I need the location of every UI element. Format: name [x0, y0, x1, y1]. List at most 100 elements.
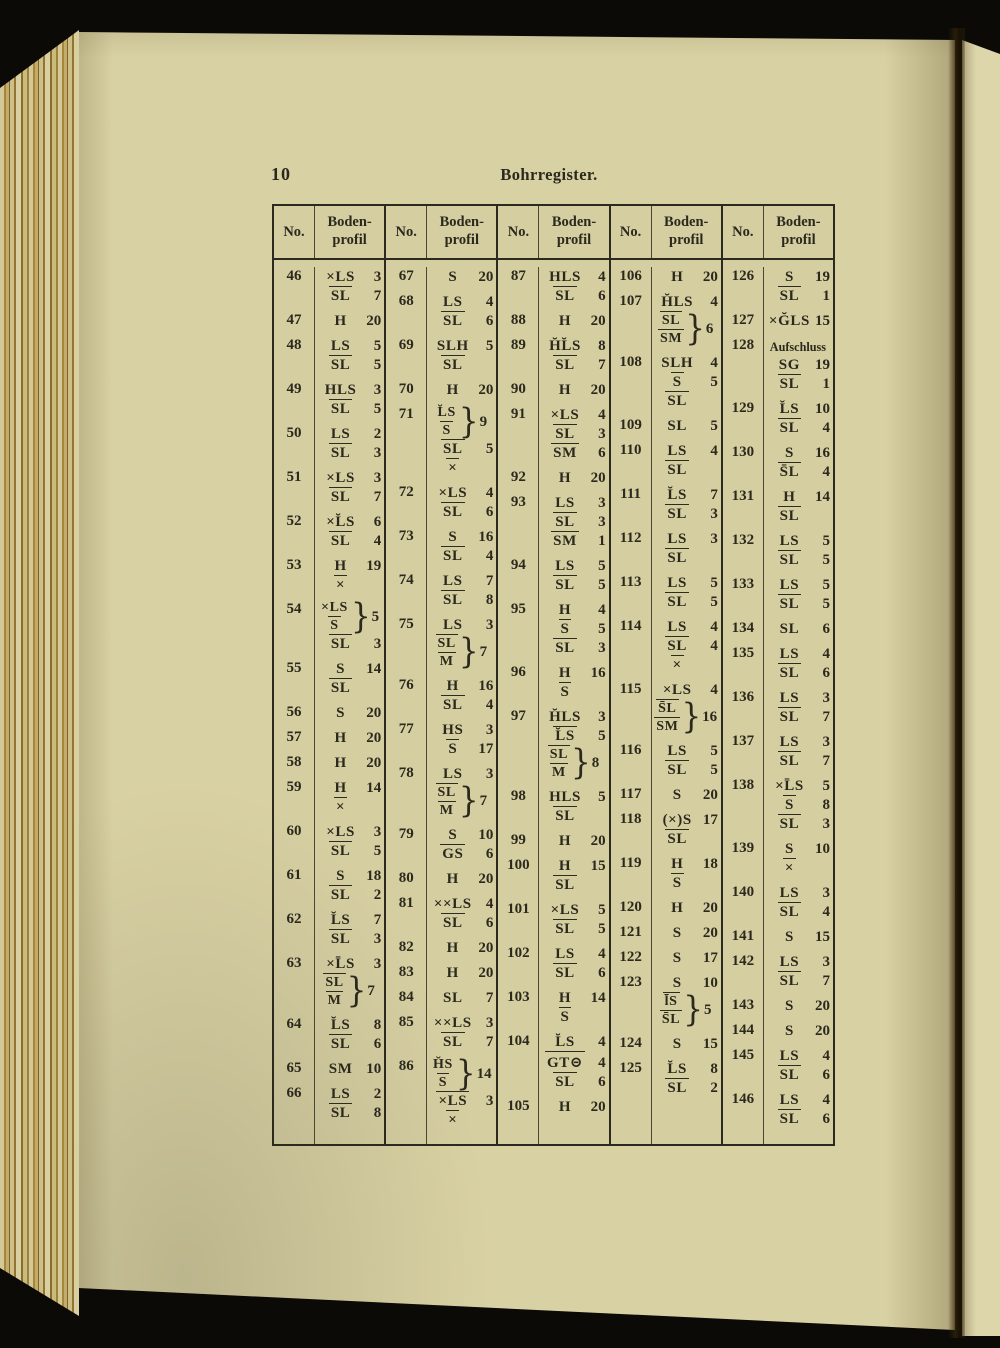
- profile-line: SLH 4: [654, 353, 718, 372]
- profile-line: ×L̄S 5: [766, 776, 830, 795]
- entry-number: 98: [498, 787, 539, 831]
- entry-number: 66: [274, 1084, 315, 1144]
- page-header: 10 Bohrregister.: [269, 164, 829, 190]
- header-no: No.: [611, 206, 652, 258]
- profile-line: LS 5: [654, 573, 718, 592]
- entry-number: 118: [611, 810, 652, 854]
- profile-depth: 17: [702, 950, 718, 966]
- entry-number: 117: [611, 785, 652, 810]
- profile-line: SL 5: [766, 594, 830, 613]
- profile-line: SL 6: [766, 663, 830, 682]
- profile-code: SL: [667, 418, 687, 434]
- profile-line: ×LS 3: [317, 468, 381, 487]
- brace-codes: SL M: [548, 745, 570, 781]
- page-number: 10: [271, 164, 291, 184]
- profile-depth: 5: [373, 357, 382, 373]
- profile-code: LS: [667, 443, 687, 459]
- profile-line: H 20: [541, 311, 605, 330]
- profile-depth: 16: [478, 529, 494, 545]
- entry-profile: LS 3 SL 3 SM 1: [539, 493, 608, 556]
- brace-icon: }: [458, 401, 479, 443]
- entry-profile: LS 3 SL M} 7: [427, 615, 496, 676]
- profile-depth: 2: [373, 426, 382, 442]
- profile-line: SM 1: [541, 531, 605, 550]
- profile-line: ×: [429, 458, 493, 477]
- profile-code: SL: [443, 990, 463, 1006]
- register-entry: 85 ××LS 3 SL 7: [386, 1013, 496, 1057]
- register-entry: 91 ×LS 4 SL 3 SM 6: [498, 405, 608, 468]
- profile-code: H̆LS: [661, 294, 694, 310]
- header-group: No. Boden-profil: [498, 206, 610, 258]
- profile-line: S 10: [429, 825, 493, 844]
- profile-brace-group: SL M} 8: [541, 745, 605, 781]
- entry-profile: S 16 SL 4: [427, 527, 496, 571]
- profile-depth: 4: [822, 646, 831, 662]
- profile-code: SL: [779, 709, 800, 725]
- register-entry: 70 H 20: [386, 380, 496, 405]
- register-entry: 97 H̆LS 3 L̆S 5 SL M} 8: [498, 707, 608, 787]
- column-group: 46 ×LS 3 SL 7 47 H 20 48 LS 5 SL 5 49 HLS 3 SL 5 50 LS 2 SL 3 5…: [274, 260, 386, 1144]
- profile-line: S 15: [654, 1034, 718, 1053]
- entry-profile: H 20: [539, 831, 608, 856]
- profile-depth: 16: [590, 665, 606, 681]
- profile-line: SL: [766, 506, 830, 525]
- entry-number: 85: [386, 1013, 427, 1057]
- profile-code: ××LS: [433, 896, 472, 912]
- profile-code: LS: [779, 1092, 800, 1108]
- profile-code: LS: [443, 294, 463, 310]
- profile-line: H 20: [541, 831, 605, 850]
- profile-depth: 3: [822, 690, 831, 706]
- register-entry: 131 H 14 SL: [723, 487, 833, 531]
- profile-line: SL 7: [541, 355, 605, 374]
- entry-profile: L̆S 7 SL 3: [652, 485, 721, 529]
- header-bodenprofil: Boden-profil: [427, 206, 496, 258]
- entry-profile: LS 7 SL 8: [427, 571, 496, 615]
- entry-number: 50: [274, 424, 315, 468]
- profile-brace-group: L̆S S} 9: [429, 405, 493, 439]
- entry-number: 77: [386, 720, 427, 764]
- brace-codes: SL M: [436, 783, 458, 819]
- profile-depth: 3: [373, 470, 382, 486]
- register-entry: 74 LS 7 SL 8: [386, 571, 496, 615]
- register-entry: 111 L̆S 7 SL 3: [611, 485, 721, 529]
- entry-profile: S 15: [764, 927, 833, 952]
- profile-depth: 5: [822, 577, 831, 593]
- profile-code: S: [784, 998, 794, 1014]
- profile-line: ×: [317, 575, 381, 594]
- profile-line: L̆S 5: [541, 726, 605, 745]
- profile-depth: 5: [373, 843, 382, 859]
- column-group: 87 HLS 4 SL 6 88 H 20 89 H̆L̆S 8 SL 7 90 H 20 91 ×LS 4 SL 3 S…: [498, 260, 610, 1144]
- entry-profile: SLH 4 S 5 SL: [652, 353, 721, 416]
- profile-code: SL: [443, 697, 463, 713]
- profile-depth: 4: [710, 638, 718, 654]
- entry-profile: LS 2 SL 3: [315, 424, 384, 468]
- profile-depth: 9: [479, 413, 488, 430]
- profile-code: SL: [667, 762, 687, 778]
- register-entry: 90 H 20: [498, 380, 608, 405]
- profile-code: ×: [448, 460, 458, 476]
- profile-line: H 14: [317, 778, 381, 797]
- entry-profile: ×LS 3 SL 7: [315, 468, 384, 512]
- profile-depth: 6: [822, 1067, 831, 1083]
- profile-depth: 15: [815, 313, 831, 329]
- profile-line: SL 6: [766, 1109, 830, 1128]
- entry-number: 115: [611, 680, 652, 741]
- entry-profile: SL 7: [427, 988, 496, 1013]
- profile-depth: 6: [485, 313, 494, 329]
- profile-code: SL: [443, 504, 463, 520]
- profile-line: LS 2: [317, 1084, 381, 1103]
- profile-code: LS: [667, 743, 687, 759]
- profile-code: SL: [555, 514, 575, 530]
- register-entry: 142 LS 3 SL 7: [723, 952, 833, 996]
- entry-profile: S 20: [315, 703, 384, 728]
- register-entry: 61 S 18 SL 2: [274, 866, 384, 910]
- profile-code: SL: [667, 506, 687, 522]
- register-entry: 62 L̆S 7 SL 3: [274, 910, 384, 954]
- profile-code: SL: [667, 462, 687, 478]
- entry-number: 73: [386, 527, 427, 571]
- profile-code: LS: [779, 690, 800, 706]
- entry-profile: H 20: [427, 869, 496, 894]
- profile-depth: 5: [598, 789, 606, 805]
- profile-line: SL 3: [317, 443, 381, 462]
- profile-depth: 20: [366, 755, 382, 771]
